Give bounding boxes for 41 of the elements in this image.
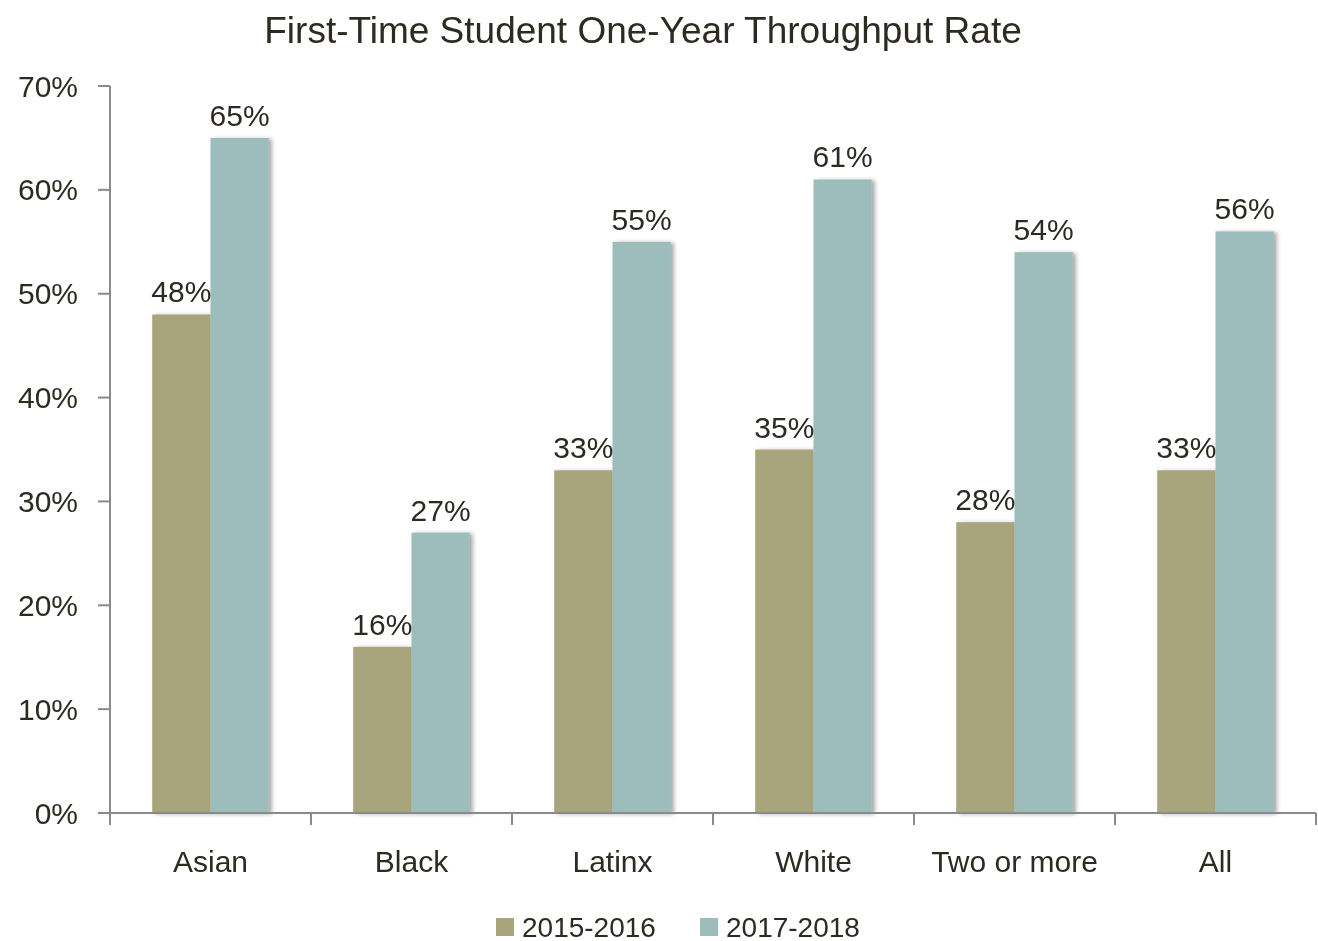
bar xyxy=(210,137,269,813)
x-tick-label: White xyxy=(775,844,852,878)
data-label: 65% xyxy=(209,98,270,132)
data-label: 27% xyxy=(410,493,471,527)
data-label: 16% xyxy=(352,607,413,641)
x-tick-label: Black xyxy=(374,844,450,878)
bar xyxy=(612,241,671,813)
chart-title: First-Time Student One-Year Throughput Rate xyxy=(264,10,1022,51)
data-label: 54% xyxy=(1013,213,1074,247)
bar xyxy=(411,532,470,813)
data-label: 28% xyxy=(955,483,1016,517)
data-label: 33% xyxy=(553,431,614,465)
data-label: 35% xyxy=(754,410,815,444)
y-tick-label: 10% xyxy=(17,692,78,726)
x-tick-label: Latinx xyxy=(572,844,653,878)
y-tick-label: 20% xyxy=(17,588,78,622)
bar xyxy=(1157,470,1216,813)
x-tick-label: All xyxy=(1198,844,1233,878)
x-tick-label: Asian xyxy=(172,844,249,878)
bar xyxy=(1014,252,1073,813)
bar xyxy=(554,470,613,813)
bar xyxy=(755,449,814,813)
bar xyxy=(956,522,1015,813)
y-tick-label: 60% xyxy=(17,173,78,207)
bar xyxy=(813,179,872,813)
data-label: 55% xyxy=(611,202,672,236)
y-tick-label: 50% xyxy=(17,277,78,311)
bar xyxy=(152,314,211,813)
data-label: 48% xyxy=(151,275,212,309)
y-tick-label: 70% xyxy=(17,69,78,103)
y-tick-label: 40% xyxy=(17,381,78,415)
legend-label: 2017-2018 xyxy=(726,911,860,941)
legend-label: 2015-2016 xyxy=(522,911,656,941)
data-label: 33% xyxy=(1156,431,1217,465)
data-label: 61% xyxy=(812,140,873,174)
x-tick-label: Two or more xyxy=(931,844,1098,878)
data-label: 56% xyxy=(1214,192,1275,226)
y-tick-label: 0% xyxy=(34,796,78,830)
bar xyxy=(353,646,412,813)
y-tick-label: 30% xyxy=(17,484,78,518)
bar xyxy=(1215,231,1274,813)
